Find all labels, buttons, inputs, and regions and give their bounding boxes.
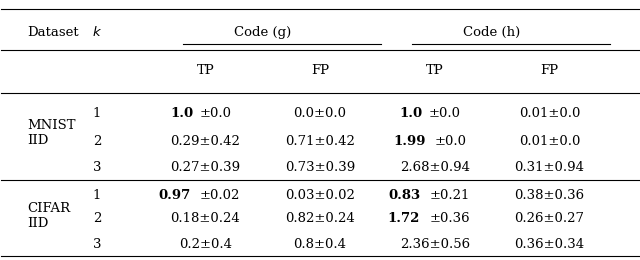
Text: Code (h): Code (h) <box>463 26 521 39</box>
Text: 0.83: 0.83 <box>388 189 420 202</box>
Text: 3: 3 <box>93 238 101 251</box>
Text: 1.72: 1.72 <box>388 212 420 225</box>
Text: 2: 2 <box>93 135 101 148</box>
Text: ±0.02: ±0.02 <box>200 189 241 202</box>
Text: 3: 3 <box>93 161 101 174</box>
Text: 2: 2 <box>93 212 101 225</box>
Text: 0.0±0.0: 0.0±0.0 <box>294 107 346 120</box>
Text: CIFAR
IID: CIFAR IID <box>27 202 70 230</box>
Text: 0.31±0.94: 0.31±0.94 <box>515 161 584 174</box>
Text: 1.0: 1.0 <box>399 107 422 120</box>
Text: 0.2±0.4: 0.2±0.4 <box>179 238 232 251</box>
Text: 1.99: 1.99 <box>393 135 426 148</box>
Text: MNIST
IID: MNIST IID <box>27 119 76 147</box>
Text: 0.26±0.27: 0.26±0.27 <box>515 212 584 225</box>
Text: TP: TP <box>426 64 444 77</box>
Text: 0.18±0.24: 0.18±0.24 <box>170 212 240 225</box>
Text: $k$: $k$ <box>92 25 102 39</box>
Text: 0.01±0.0: 0.01±0.0 <box>518 135 580 148</box>
Text: FP: FP <box>311 64 329 77</box>
Text: 1: 1 <box>93 189 101 202</box>
Text: 0.36±0.34: 0.36±0.34 <box>515 238 584 251</box>
Text: 0.01±0.0: 0.01±0.0 <box>518 107 580 120</box>
Text: 1.0: 1.0 <box>170 107 193 120</box>
Text: 0.97: 0.97 <box>159 189 191 202</box>
Text: FP: FP <box>540 64 559 77</box>
Text: 0.27±0.39: 0.27±0.39 <box>170 161 241 174</box>
Text: 0.82±0.24: 0.82±0.24 <box>285 212 355 225</box>
Text: ±0.0: ±0.0 <box>429 107 461 120</box>
Text: 2.36±0.56: 2.36±0.56 <box>399 238 470 251</box>
Text: ±0.0: ±0.0 <box>435 135 467 148</box>
Text: 0.03±0.02: 0.03±0.02 <box>285 189 355 202</box>
Text: 0.71±0.42: 0.71±0.42 <box>285 135 355 148</box>
Text: 0.29±0.42: 0.29±0.42 <box>170 135 240 148</box>
Text: Code (g): Code (g) <box>234 26 291 39</box>
Text: ±0.0: ±0.0 <box>200 107 232 120</box>
Text: Dataset: Dataset <box>27 26 79 39</box>
Text: 0.38±0.36: 0.38±0.36 <box>515 189 584 202</box>
Text: ±0.21: ±0.21 <box>429 189 470 202</box>
Text: ±0.36: ±0.36 <box>429 212 470 225</box>
Text: 0.73±0.39: 0.73±0.39 <box>285 161 355 174</box>
Text: 0.8±0.4: 0.8±0.4 <box>294 238 346 251</box>
Text: 2.68±0.94: 2.68±0.94 <box>400 161 470 174</box>
Text: 1: 1 <box>93 107 101 120</box>
Text: TP: TP <box>196 64 214 77</box>
